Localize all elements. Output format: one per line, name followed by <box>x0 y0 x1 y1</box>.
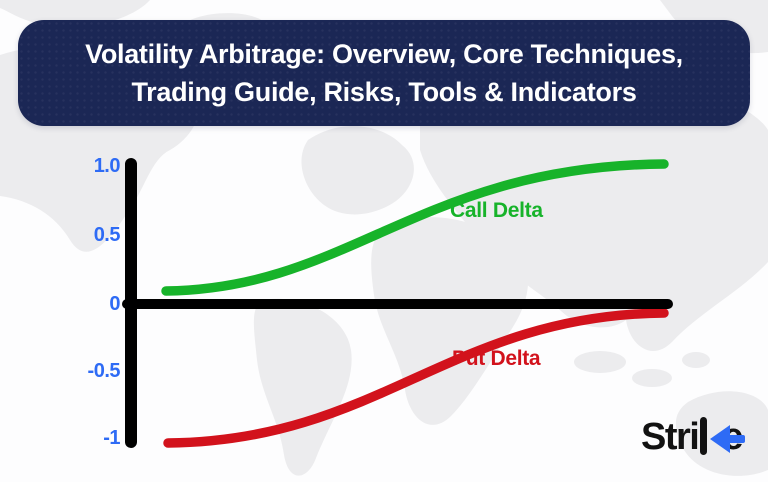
title-line-1: Volatility Arbitrage: Overview, Core Tec… <box>85 39 683 69</box>
y-tick--0.5: -0.5 <box>87 360 121 382</box>
strike-logo-text-left: Stri <box>641 416 700 458</box>
strike-logo-k-arrow-icon <box>700 417 746 455</box>
y-tick-0: 0 <box>109 293 120 315</box>
title-banner: Volatility Arbitrage: Overview, Core Tec… <box>18 20 750 126</box>
y-tick-0.5: 0.5 <box>93 224 121 246</box>
y-tick-1.0: 1.0 <box>93 155 121 177</box>
call-delta-label: Call Delta <box>450 199 543 222</box>
title-line-2: Trading Guide, Risks, Tools & Indicators <box>131 77 637 107</box>
strike-logo: Stri e <box>641 416 746 458</box>
call-delta-curve <box>161 159 669 296</box>
y-tick--1: -1 <box>103 427 120 449</box>
put-delta-curve <box>163 308 669 448</box>
put-delta-label: Put Delta <box>452 347 541 370</box>
